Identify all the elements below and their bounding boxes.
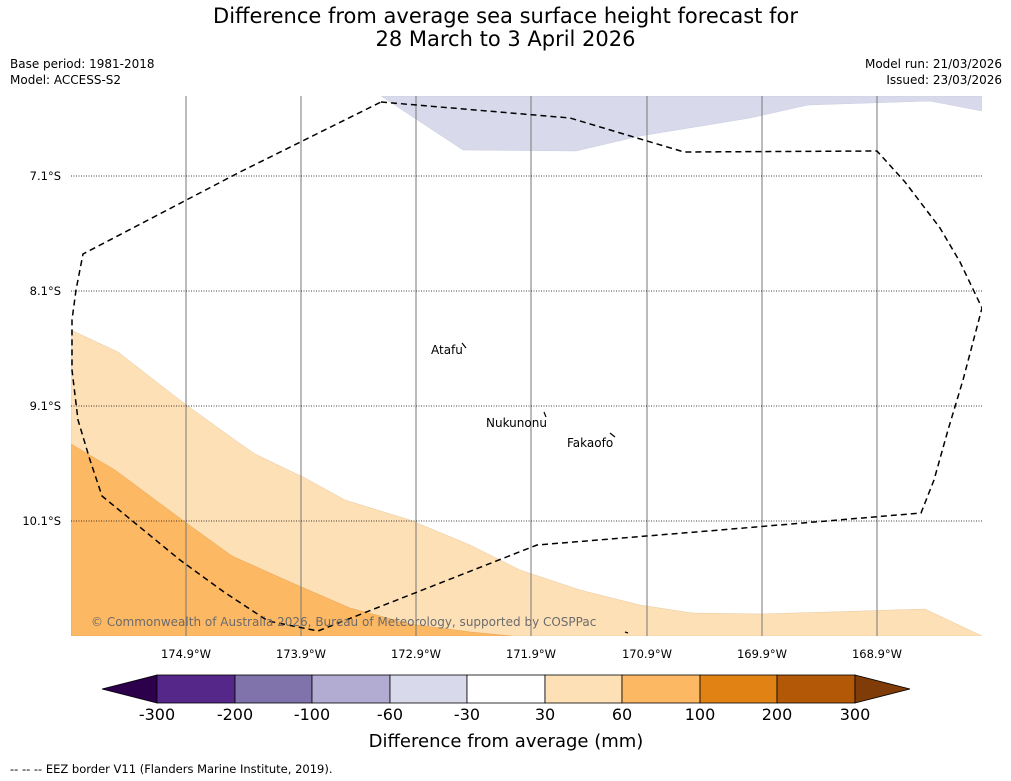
- lon-label: 172.9°W: [391, 647, 441, 661]
- colorbar-extend-low: [101, 674, 158, 704]
- small-island: [624, 631, 629, 634]
- meta-left: Base period: 1981-2018 Model: ACCESS-S2: [10, 56, 155, 88]
- island-markers: [461, 342, 629, 634]
- colorbar-extend-high: [854, 674, 911, 704]
- colorbar-tick-label: -200: [217, 705, 253, 724]
- colorbar-tick-label: 200: [762, 705, 793, 724]
- fakaofo-island: [609, 432, 616, 438]
- lat-label: 8.1°S: [30, 284, 61, 298]
- meridian-lines: [185, 96, 878, 636]
- model-run-text: Model run: 21/03/2026: [864, 57, 1002, 71]
- title-line-1: Difference from average sea surface heig…: [213, 4, 798, 28]
- colorbar-tick-label: 30: [535, 705, 555, 724]
- colorbar-tick-label: 60: [612, 705, 632, 724]
- lon-labels: 174.9°W 173.9°W 172.9°W 171.9°W 170.9°W …: [161, 647, 902, 661]
- atafu-island: [461, 342, 467, 349]
- colorbar-tick-label: 100: [685, 705, 716, 724]
- colorbar-segment: [311, 674, 391, 704]
- colorbar-tick-label: 300: [840, 705, 871, 724]
- lat-label: 10.1°S: [22, 514, 61, 528]
- place-label-atafu: Atafu: [431, 343, 463, 357]
- colorbar-segment: [699, 674, 778, 704]
- colorbar-segment: [389, 674, 468, 704]
- lon-label: 173.9°W: [276, 647, 326, 661]
- colorbar-segment: [234, 674, 313, 704]
- colorbar-title: Difference from average (mm): [369, 731, 644, 752]
- lon-label: 174.9°W: [161, 647, 211, 661]
- copyright-text: © Commonwealth of Australia 2026, Bureau…: [91, 615, 596, 629]
- colorbar-tick-label: -60: [377, 705, 403, 724]
- eez-border: [71, 101, 982, 632]
- colorbar: [101, 674, 911, 704]
- colorbar-ticks: -300 -200 -100 -60 -30 30 60 100 200 300: [139, 705, 870, 724]
- model-text: Model: ACCESS-S2: [10, 73, 122, 87]
- colorbar-segment: [776, 674, 856, 704]
- lat-label: 7.1°S: [30, 169, 61, 183]
- lon-label: 168.9°W: [852, 647, 902, 661]
- parallel-lines: [71, 175, 982, 522]
- colorbar-segment: [466, 674, 546, 704]
- colorbar-segment: [621, 674, 701, 704]
- meta-right: Model run: 21/03/2026 Issued: 23/03/2026: [865, 56, 1002, 88]
- colorbar-tick-label: -300: [139, 705, 175, 724]
- lon-label: 169.9°W: [737, 647, 787, 661]
- base-period-text: Base period: 1981-2018: [10, 57, 155, 71]
- colorbar-segment: [544, 674, 623, 704]
- colorbar-segment: [156, 674, 236, 704]
- place-label-nukunonu: Nukunonu: [486, 416, 547, 430]
- lon-label: 171.9°W: [506, 647, 556, 661]
- place-label-fakaofo: Fakaofo: [567, 436, 613, 450]
- lon-label: 170.9°W: [622, 647, 672, 661]
- colorbar-tick-label: -100: [294, 705, 330, 724]
- title-line-2: 28 March to 3 April 2026: [375, 27, 636, 51]
- nukunonu-island: [543, 411, 547, 418]
- footnote: -- -- -- EEZ border V11 (Flanders Marine…: [10, 762, 333, 776]
- lat-labels: 7.1°S 8.1°S 9.1°S 10.1°S: [22, 169, 61, 528]
- lat-label: 9.1°S: [30, 399, 61, 413]
- map-panel: Atafu Nukunonu Fakaofo © Commonwealth of…: [71, 96, 982, 636]
- anomaly-region-30-60: [71, 329, 982, 636]
- issued-text: Issued: 23/03/2026: [886, 73, 1002, 87]
- colorbar-tick-label: -30: [454, 705, 480, 724]
- anomaly-region-60-100: [71, 443, 513, 636]
- chart-title: Difference from average sea surface heig…: [0, 5, 1011, 51]
